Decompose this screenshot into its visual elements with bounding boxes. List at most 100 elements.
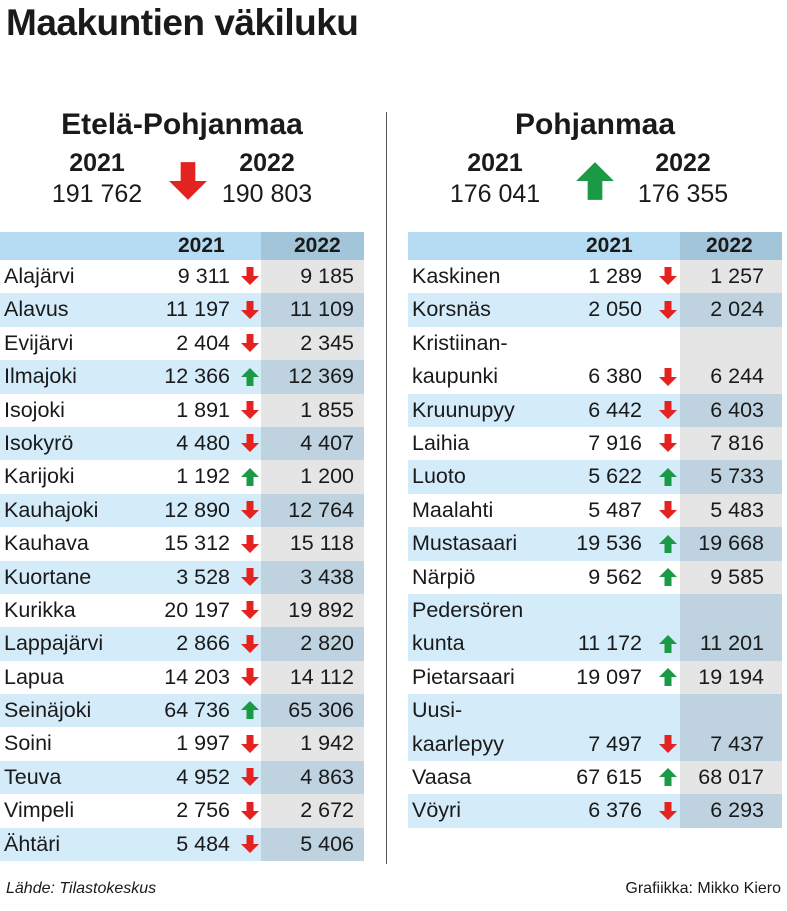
municipality-name: Teuva	[4, 764, 62, 789]
table-row: Karijoki 1 192 1 200	[0, 460, 364, 494]
summary-trend	[574, 158, 616, 204]
arrow-down-icon	[241, 534, 259, 553]
col-2022-shade	[261, 727, 364, 761]
value-2022: 6 403	[710, 397, 764, 422]
header-2022-shade	[680, 232, 782, 260]
value-2022: 1 257	[710, 263, 764, 288]
trend-marker	[240, 734, 260, 754]
arrow-up-icon	[659, 467, 677, 486]
table-header: 2021 2022	[0, 232, 364, 260]
column-header-2021: 2021	[178, 234, 225, 257]
summary-year-2021: 2021	[467, 149, 523, 177]
municipality-name: Kruunupyy	[412, 397, 515, 422]
value-2022: 11 109	[289, 297, 354, 322]
value-2021: 4 480	[176, 430, 230, 455]
col-2022-shade	[680, 393, 782, 427]
value-2022: 1 855	[300, 397, 354, 422]
municipality-name: Luoto	[412, 464, 466, 489]
arrow-down-icon	[241, 601, 259, 620]
table-row: Alajärvi 9 311 9 185	[0, 260, 364, 294]
value-2022: 15 118	[289, 531, 354, 556]
municipality-name: Uusi-	[412, 698, 463, 723]
value-2022: 2 345	[300, 330, 354, 355]
municipality-name: Lappajärvi	[4, 631, 104, 656]
table-row: Kauhava 15 312 15 118	[0, 527, 364, 561]
arrow-down-icon	[241, 434, 259, 453]
value-2022: 7 816	[710, 430, 764, 455]
municipality-name: Karijoki	[4, 464, 75, 489]
arrow-down-icon	[241, 734, 259, 753]
trend-marker	[658, 500, 678, 520]
col-2022-shade	[261, 760, 364, 795]
municipality-name: Kurikka	[4, 597, 76, 622]
arrow-up-icon	[241, 367, 259, 386]
column-header-2022: 2022	[706, 234, 753, 257]
trend-marker	[240, 400, 260, 420]
col-2022-shade	[261, 627, 364, 661]
value-2022: 2 024	[710, 297, 764, 322]
arrow-down-icon	[659, 400, 677, 419]
value-2022: 9 185	[300, 263, 354, 288]
column-header-2022: 2022	[294, 234, 341, 257]
arrow-down-icon	[241, 400, 259, 419]
summary-value-2021: 176 041	[449, 180, 541, 208]
municipality-name-cont: kaupunki	[412, 364, 499, 389]
region-summary: 2021 176 041 2022 176 355	[408, 148, 782, 212]
value-2021: 5 487	[588, 497, 642, 522]
value-2022: 4 863	[300, 764, 354, 789]
summary-value-2022: 176 355	[637, 180, 729, 208]
arrow-down-icon	[241, 501, 259, 520]
table-row: Evijärvi 2 404 2 345	[0, 326, 364, 361]
summary-year-2022: 2022	[239, 149, 295, 177]
value-2021: 9 311	[177, 263, 230, 288]
col-2022-shade	[680, 593, 782, 661]
trend-marker	[240, 801, 260, 821]
col-2022-shade	[680, 460, 782, 494]
table-row: Pietarsaari 19 097 19 194	[408, 660, 782, 695]
municipality-name: Soini	[4, 731, 52, 756]
trend-marker	[658, 734, 678, 754]
trend-marker	[240, 333, 260, 353]
arrow-up-icon	[659, 567, 677, 586]
credit-note: Grafiikka: Mikko Kiero	[625, 880, 781, 897]
value-2021: 1 891	[176, 397, 230, 422]
col-2022-shade	[680, 794, 782, 828]
table-row: Närpiö 9 562 9 585	[408, 560, 782, 594]
population-table: 2021 2022 Alajärvi 9 311 9 185 Alavus 11 197 11…	[0, 232, 364, 862]
trend-marker	[240, 767, 260, 787]
municipality-name: Kristiinan-	[412, 330, 508, 355]
col-2022-shade	[261, 260, 364, 294]
summary-2021: 2021 191 762	[32, 148, 162, 210]
arrow-up-icon	[241, 701, 259, 720]
trend-marker	[658, 367, 678, 387]
table-row: Isojoki 1 891 1 855	[0, 393, 364, 427]
col-2022-shade	[680, 527, 782, 561]
col-2022-shade	[680, 694, 782, 761]
table-row: Vaasa 67 615 68 017	[408, 760, 782, 795]
trend-marker	[240, 266, 260, 286]
col-2022-shade	[680, 493, 782, 528]
table-row: Lapua 14 203 14 112	[0, 660, 364, 695]
value-2022: 6 244	[710, 364, 764, 389]
summary-arrow-up-icon	[576, 162, 614, 200]
col-2022-shade	[261, 593, 364, 628]
table-row: Kaskinen 1 289 1 257	[408, 260, 782, 294]
arrow-down-icon	[659, 734, 677, 753]
table-row: Uusi-kaarlepyy 7 497 7 437	[408, 694, 782, 761]
value-2022: 3 438	[300, 564, 354, 589]
col-2022-shade	[680, 293, 782, 327]
trend-marker	[240, 700, 260, 720]
col-2022-shade	[261, 426, 364, 461]
trend-marker	[658, 634, 678, 654]
page-title: Maakuntien väkiluku	[6, 2, 359, 43]
trend-marker	[658, 467, 678, 487]
value-2021: 11 172	[577, 631, 642, 656]
col-2022-shade	[261, 293, 364, 327]
header-2022-shade	[261, 232, 364, 260]
table-row: Laihia 7 916 7 816	[408, 426, 782, 461]
col-2022-shade	[680, 760, 782, 795]
table-row: Ähtäri 5 484 5 406	[0, 827, 364, 862]
region-title: Etelä-Pohjanmaa	[61, 108, 303, 141]
col-2022-shade	[261, 493, 364, 528]
col-2022-shade	[261, 827, 364, 862]
